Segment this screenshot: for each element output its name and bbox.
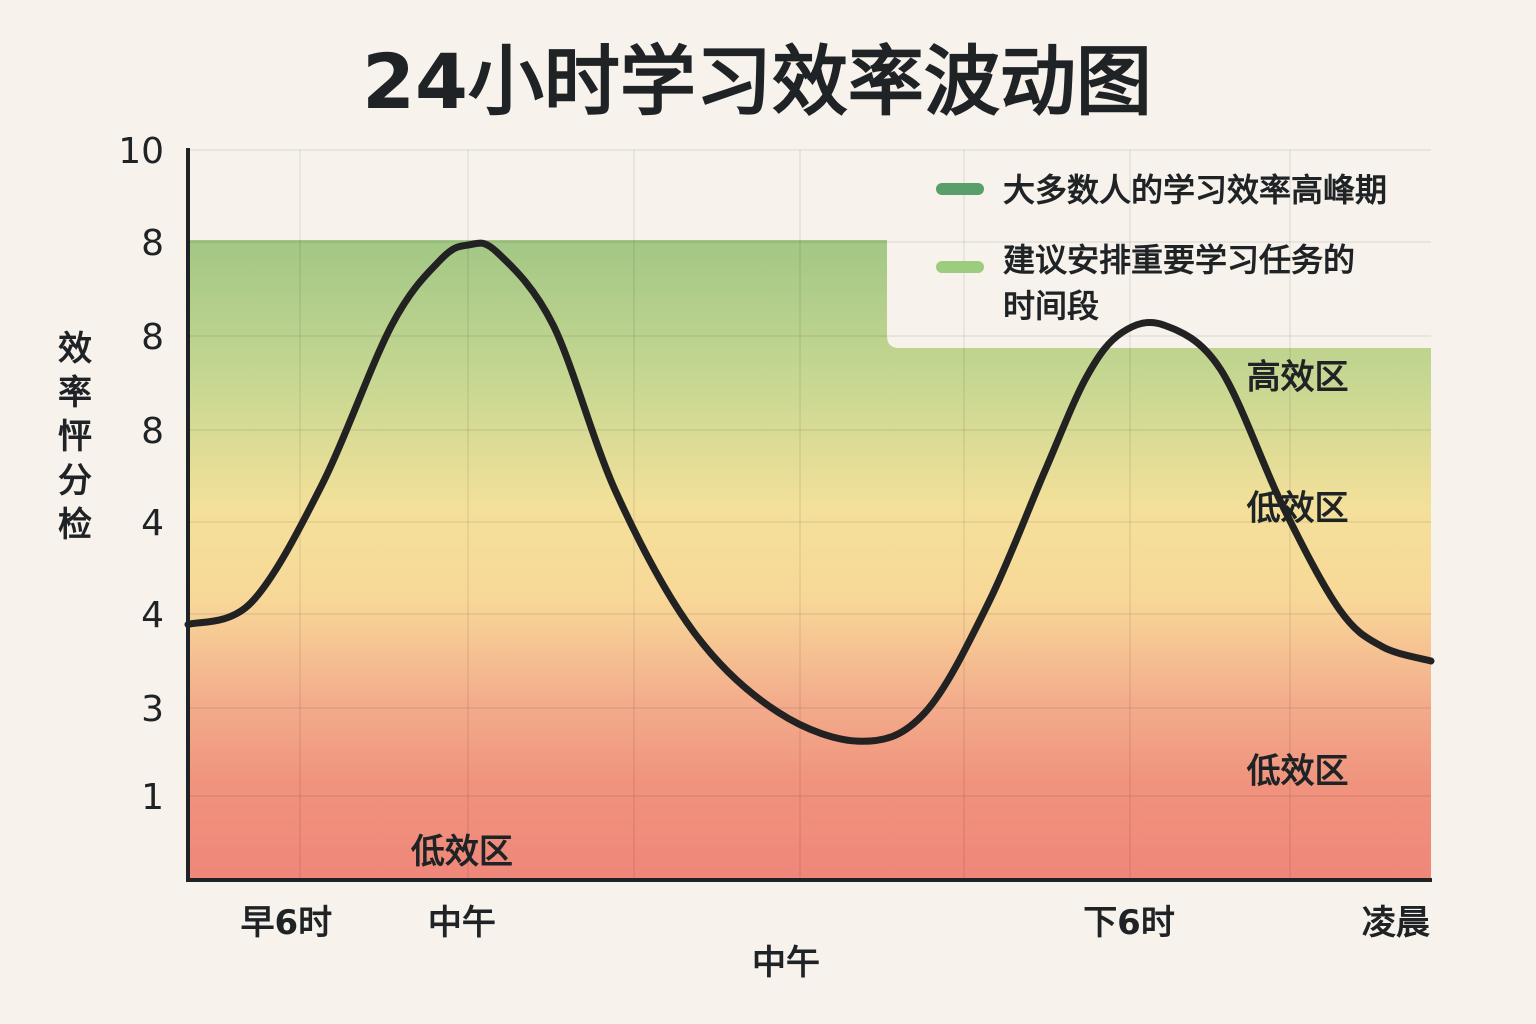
- y-axis-label-char: 效: [58, 329, 92, 369]
- y-axis-label-char: 分: [58, 461, 92, 501]
- zone-label: 低效区: [411, 832, 513, 872]
- y-tick-label: 4: [141, 595, 164, 636]
- efficiency-background-zone: [188, 240, 1431, 880]
- zone-label: 低效区: [1247, 752, 1349, 792]
- legend: 大多数人的学习效率高峰期 建议安排重要学习任务的时间段: [936, 171, 1387, 325]
- y-tick-label: 4: [141, 503, 164, 544]
- y-tick-label: 8: [141, 317, 164, 358]
- zone-label: 高效区: [1247, 357, 1349, 397]
- y-tick-label: 1: [141, 777, 164, 818]
- x-axis-label: 中午: [752, 943, 820, 983]
- chart-title: 24小时学习效率波动图: [362, 37, 1152, 126]
- x-axis-ticks: 早6时 中午 下6时 凌晨: [240, 903, 1429, 943]
- x-tick-label: 早6时: [240, 903, 332, 943]
- y-axis-label-char: 率: [58, 373, 92, 413]
- x-tick-label: 下6时: [1083, 903, 1175, 943]
- y-tick-label: 8: [141, 223, 164, 264]
- grid: [188, 149, 1431, 880]
- legend-swatch-peak: [936, 183, 984, 195]
- y-tick-label: 8: [141, 411, 164, 452]
- legend-label-recommended: 建议安排重要学习任务的时间段: [1003, 241, 1355, 325]
- y-axis-label-char: 怦: [58, 417, 92, 457]
- y-axis-label-char: 检: [58, 505, 92, 545]
- y-tick-label: 10: [118, 131, 164, 172]
- legend-label-peak: 大多数人的学习效率高峰期: [1003, 171, 1387, 209]
- zone-label: 低效区: [1247, 489, 1349, 529]
- x-tick-label: 中午: [428, 903, 496, 943]
- x-tick-label: 凌晨: [1362, 903, 1430, 943]
- y-tick-label: 3: [141, 689, 164, 730]
- efficiency-curve: [184, 239, 1435, 745]
- legend-swatch-recommended: [936, 261, 984, 273]
- y-axis-ticks: 10 8 8 8 4 4 3 1: [118, 131, 164, 818]
